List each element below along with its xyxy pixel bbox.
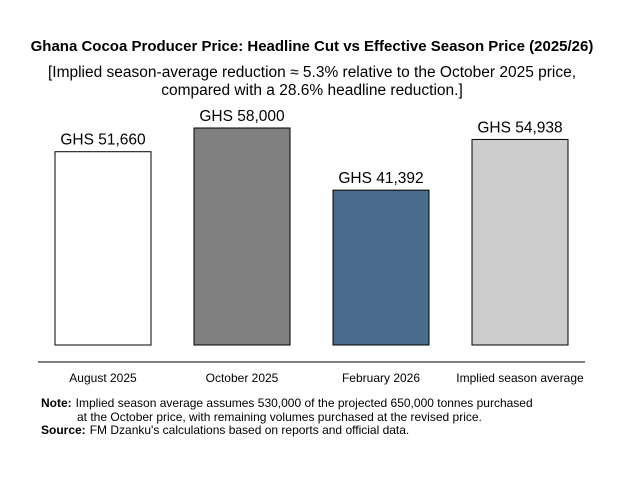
source-row: Source: FM Dzanku's calculations based o… xyxy=(41,423,611,438)
x-tick-label: February 2026 xyxy=(342,371,420,385)
source-text: FM Dzanku's calculations based on report… xyxy=(89,423,410,437)
chart-subtitle: [Implied season-average reduction ≈ 5.3%… xyxy=(0,64,624,100)
chart-notes: Note: Implied season average assumes 530… xyxy=(41,396,611,438)
bar xyxy=(54,151,152,346)
note-text-line-2: at the October price, with remaining vol… xyxy=(77,409,482,424)
note-label: Note: xyxy=(41,396,72,410)
bar xyxy=(332,189,430,346)
bar-chart: GHS 51,660 August 2025 GHS 58,000 October 2… xyxy=(38,108,585,385)
note-row: Note: Implied season average assumes 530… xyxy=(41,396,611,411)
subtitle-line-1: [Implied season-average reduction ≈ 5.3%… xyxy=(47,64,577,81)
chart-title: Ghana Cocoa Producer Price: Headline Cut… xyxy=(30,38,594,55)
data-label: GHS 51,660 xyxy=(60,132,146,149)
bar xyxy=(193,127,291,346)
data-label: GHS 54,938 xyxy=(477,119,562,136)
bar xyxy=(471,138,569,346)
data-label: GHS 41,392 xyxy=(338,170,423,187)
x-tick-label: August 2025 xyxy=(69,371,137,385)
subtitle-line-2: compared with a 28.6% headline reduction… xyxy=(161,82,463,99)
source-label: Source: xyxy=(41,423,86,437)
note-text-line-1: Implied season average assumes 530,000 o… xyxy=(75,396,533,410)
data-label: GHS 58,000 xyxy=(199,108,285,125)
x-tick-label: October 2025 xyxy=(206,371,279,385)
x-tick-label: Implied season average xyxy=(456,371,584,385)
